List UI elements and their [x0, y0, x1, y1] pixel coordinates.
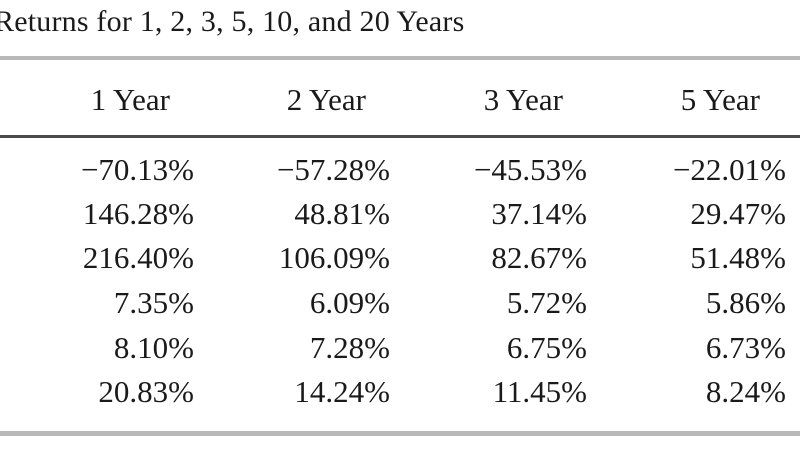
column-header-1-year: 1 Year	[90, 82, 170, 117]
column-header-3-year: 3 Year	[483, 82, 563, 117]
cell-row-4-3-year: 5.72%	[506, 285, 587, 320]
cell-row-2-1-year: 146.28%	[82, 196, 194, 231]
cell-row-5-2-year: 7.28%	[309, 330, 390, 365]
cell-row-1-2-year: −57.28%	[276, 152, 390, 187]
cell-row-2-2-year: 48.81%	[294, 196, 390, 231]
cell-row-3-1-year: 216.40%	[82, 240, 194, 275]
header-rule	[0, 135, 800, 138]
cell-row-6-1-year: 20.83%	[98, 374, 194, 409]
table-bottom-rule	[0, 431, 800, 436]
table-top-rule	[0, 56, 800, 60]
cell-row-4-2-year: 6.09%	[309, 285, 390, 320]
cell-row-1-3-year: −45.53%	[473, 152, 587, 187]
cell-row-1-1-year: −70.13%	[80, 152, 194, 187]
cell-row-4-1-year: 7.35%	[113, 285, 194, 320]
cell-row-6-2-year: 14.24%	[294, 374, 390, 409]
cell-row-3-2-year: 106.09%	[278, 240, 390, 275]
cell-row-5-5-year: 6.73%	[705, 330, 786, 365]
cell-row-3-3-year: 82.67%	[491, 240, 587, 275]
cell-row-5-3-year: 6.75%	[506, 330, 587, 365]
table-caption: Returns for 1, 2, 3, 5, 10, and 20 Years	[0, 5, 465, 38]
cell-row-6-3-year: 11.45%	[492, 374, 587, 409]
column-header-5-year: 5 Year	[680, 82, 760, 117]
cell-row-2-3-year: 37.14%	[491, 196, 587, 231]
cell-row-3-5-year: 51.48%	[690, 240, 786, 275]
cell-row-1-5-year: −22.01%	[672, 152, 786, 187]
cell-row-4-5-year: 5.86%	[705, 285, 786, 320]
column-header-2-year: 2 Year	[286, 82, 366, 117]
cell-row-2-5-year: 29.47%	[690, 196, 786, 231]
cell-row-5-1-year: 8.10%	[113, 330, 194, 365]
cell-row-6-5-year: 8.24%	[705, 374, 786, 409]
